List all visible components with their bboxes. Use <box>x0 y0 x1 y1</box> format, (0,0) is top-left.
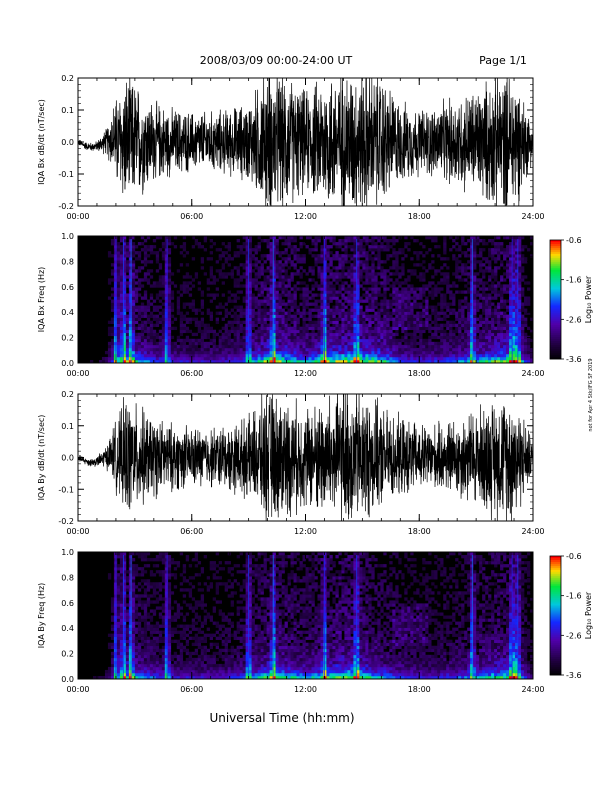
panel-3: 00:00 06:00 12:00 18:00 24:00 -0.2 -0.1 0.0 0.1 0… <box>37 390 545 536</box>
x-tick-label: 06:00 <box>180 527 203 536</box>
y-tick-label: -0.1 <box>58 485 74 494</box>
spectrogram-cells <box>89 236 534 364</box>
x-tick-label: 12:00 <box>294 369 317 378</box>
y-tick-label: 0.0 <box>61 138 74 147</box>
y-tick-label: 0.4 <box>61 308 74 317</box>
colorbar-tick-label: -1.6 <box>566 592 582 601</box>
y-tick-label: 0.0 <box>61 359 74 368</box>
colorbar-tick-label: -2.6 <box>566 631 582 640</box>
y-tick-label: 0.2 <box>61 650 74 659</box>
y-tick-label: 0.6 <box>61 599 74 608</box>
y-axis-label: IQA By dB/dt (nT/sec) <box>37 415 46 501</box>
x-tick-label: 18:00 <box>408 527 431 536</box>
x-tick-label: 00:00 <box>66 369 89 378</box>
colorbar-tick-label: -3.6 <box>566 671 582 680</box>
y-tick-label: 0.4 <box>61 624 74 633</box>
y-tick-label: 0.2 <box>61 74 74 83</box>
panel-2: -0.6 -1.6 -2.6 -3.6 Log₁₀ Power 00:00 06:00 12:… <box>37 232 593 378</box>
x-tick-label: 00:00 <box>66 685 89 694</box>
panels: 00:00 06:00 12:00 18:00 24:00 -0.2 -0.1 0.0 0.1 0… <box>37 74 593 694</box>
x-tick-label: 00:00 <box>66 527 89 536</box>
y-axis-label: IQA Bx dB/dt (nT/sec) <box>37 99 46 185</box>
colorbar-tick-label: -0.6 <box>566 552 582 561</box>
y-axis-label: IQA By Freq (Hz) <box>37 583 46 649</box>
side-note: not for Apr 4 Stk/IFG SF 2019 <box>588 358 594 431</box>
x-tick-label: 12:00 <box>294 527 317 536</box>
y-tick-label: -0.1 <box>58 170 74 179</box>
y-tick-label: 0.2 <box>61 334 74 343</box>
x-tick-label: 24:00 <box>521 212 544 221</box>
x-tick-label: 24:00 <box>521 527 544 536</box>
signal-trace <box>78 394 533 521</box>
x-tick-label: 00:00 <box>66 212 89 221</box>
x-tick-label: 12:00 <box>294 212 317 221</box>
x-tick-label: 24:00 <box>521 369 544 378</box>
x-tick-label: 24:00 <box>521 685 544 694</box>
page-title: 2008/03/09 00:00-24:00 UT <box>200 54 353 67</box>
y-tick-label: 1.0 <box>61 232 74 241</box>
y-tick-label: 0.6 <box>61 283 74 292</box>
colorbar: -0.6 -1.6 -2.6 -3.6 Log₁₀ Power <box>549 552 593 680</box>
y-tick-label: 0.0 <box>61 675 74 684</box>
colorbar-label: Log₁₀ Power <box>584 275 593 323</box>
y-tick-label: -0.2 <box>58 202 74 211</box>
y-tick-label: 0.8 <box>61 573 74 582</box>
colorbar-tick-label: -2.6 <box>566 315 582 324</box>
colorbar-tick-label: -0.6 <box>566 236 582 245</box>
x-tick-label: 12:00 <box>294 685 317 694</box>
x-tick-label: 06:00 <box>180 369 203 378</box>
colorbar-label: Log₁₀ Power <box>584 591 593 639</box>
colorbar-tick-label: -3.6 <box>566 355 582 364</box>
spectrogram-cells <box>92 552 534 680</box>
colorbar: -0.6 -1.6 -2.6 -3.6 Log₁₀ Power <box>549 236 593 364</box>
y-tick-label: 0.2 <box>61 390 74 399</box>
y-tick-label: 0.0 <box>61 454 74 463</box>
y-tick-label: 0.1 <box>61 422 74 431</box>
page-number: Page 1/1 <box>479 54 527 67</box>
x-tick-label: 18:00 <box>408 685 431 694</box>
x-tick-label: 18:00 <box>408 369 431 378</box>
y-tick-label: 0.1 <box>61 106 74 115</box>
y-axis-label: IQA Bx Freq (Hz) <box>37 267 46 333</box>
x-tick-label: 06:00 <box>180 212 203 221</box>
y-tick-label: -0.2 <box>58 517 74 526</box>
y-tick-label: 0.8 <box>61 257 74 266</box>
signal-trace <box>78 78 533 206</box>
x-tick-label: 18:00 <box>408 212 431 221</box>
panel-1: 00:00 06:00 12:00 18:00 24:00 -0.2 -0.1 0.0 0.1 0… <box>37 74 545 221</box>
x-axis-label: Universal Time (hh:mm) <box>209 711 354 725</box>
y-tick-label: 1.0 <box>61 548 74 557</box>
x-tick-label: 06:00 <box>180 685 203 694</box>
panel-4: -0.6 -1.6 -2.6 -3.6 Log₁₀ Power 00:00 06:00 12:… <box>37 548 593 694</box>
colorbar-tick-label: -1.6 <box>566 276 582 285</box>
